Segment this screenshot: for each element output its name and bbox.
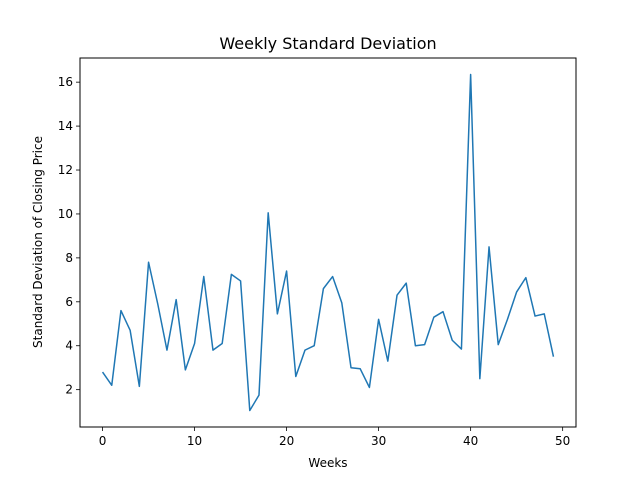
y-tick-label: 8 bbox=[65, 251, 73, 265]
series-line-0 bbox=[101, 73, 555, 412]
x-tick-label: 0 bbox=[99, 434, 107, 448]
y-tick-label: 10 bbox=[58, 207, 73, 221]
x-axis-ticks: 0 10 20 30 40 50 bbox=[99, 427, 570, 448]
y-axis-ticks: 2 4 6 8 10 12 14 16 bbox=[58, 75, 80, 397]
x-axis-label: Weeks bbox=[308, 456, 347, 470]
x-tick-label: 40 bbox=[463, 434, 478, 448]
axes-frame bbox=[79, 57, 577, 428]
y-tick-label: 4 bbox=[65, 339, 73, 353]
chart-title: Weekly Standard Deviation bbox=[219, 34, 436, 53]
x-tick-label: 20 bbox=[279, 434, 294, 448]
y-tick-label: 2 bbox=[65, 383, 73, 397]
y-tick-label: 16 bbox=[58, 75, 73, 89]
y-tick-label: 12 bbox=[58, 163, 73, 177]
x-tick-label: 50 bbox=[555, 434, 570, 448]
y-tick-label: 6 bbox=[65, 295, 73, 309]
y-axis-label: Standard Deviation of Closing Price bbox=[31, 136, 45, 348]
y-tick-label: 14 bbox=[58, 119, 73, 133]
x-tick-label: 30 bbox=[371, 434, 386, 448]
x-tick-label: 10 bbox=[187, 434, 202, 448]
plot-area bbox=[101, 73, 555, 412]
